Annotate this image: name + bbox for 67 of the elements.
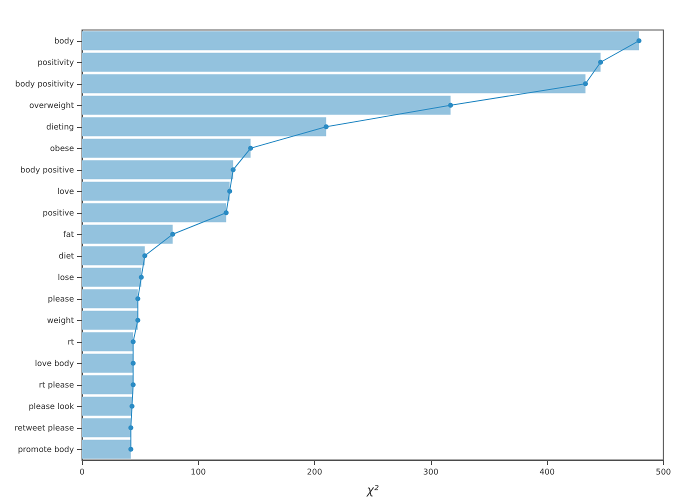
bar bbox=[82, 396, 132, 416]
bar bbox=[82, 332, 134, 352]
point bbox=[128, 425, 134, 430]
y-tick-label: please look bbox=[28, 402, 74, 411]
y-tick-label: obese bbox=[50, 144, 74, 153]
bar bbox=[82, 289, 138, 308]
y-tick-label: positive bbox=[42, 208, 74, 218]
bar bbox=[82, 268, 142, 287]
bar bbox=[82, 440, 131, 459]
bar bbox=[82, 52, 601, 72]
bar bbox=[82, 354, 134, 373]
point bbox=[636, 38, 642, 44]
x-tick-label: 300 bbox=[423, 468, 438, 476]
point bbox=[230, 167, 236, 172]
y-tick-label: overweight bbox=[29, 100, 74, 110]
y-tick-label: dieting bbox=[46, 122, 74, 132]
bar bbox=[82, 160, 234, 180]
y-tick-label: please bbox=[48, 294, 74, 304]
point bbox=[448, 102, 454, 108]
bar bbox=[82, 375, 134, 394]
point bbox=[142, 253, 148, 258]
point bbox=[224, 210, 229, 216]
y-tick-label: weight bbox=[47, 316, 74, 325]
x-tick-label: 400 bbox=[539, 468, 555, 476]
bar bbox=[82, 182, 230, 201]
x-tick-label: 500 bbox=[656, 468, 672, 476]
bar bbox=[82, 117, 326, 136]
y-tick-label: diet bbox=[58, 251, 74, 260]
x-tick-label: 0 bbox=[79, 468, 85, 476]
y-tick-label: rt please bbox=[38, 380, 74, 390]
bar bbox=[82, 203, 226, 222]
point bbox=[227, 188, 232, 194]
point bbox=[135, 296, 140, 302]
bar bbox=[82, 138, 251, 158]
point bbox=[324, 124, 329, 130]
y-tick-label: lose bbox=[58, 272, 74, 282]
point bbox=[582, 81, 588, 86]
bar bbox=[82, 31, 639, 50]
point bbox=[598, 60, 604, 65]
point bbox=[130, 382, 136, 388]
x-tick-label: 100 bbox=[190, 468, 206, 476]
point bbox=[130, 404, 134, 409]
point bbox=[128, 446, 134, 452]
bar bbox=[82, 310, 138, 330]
point bbox=[135, 318, 140, 323]
y-tick-label: retweet please bbox=[14, 423, 74, 432]
y-tick-label: promote body bbox=[18, 444, 74, 454]
bar bbox=[82, 224, 173, 244]
bar bbox=[82, 246, 145, 266]
point bbox=[248, 146, 254, 151]
y-tick-label: love bbox=[57, 186, 74, 196]
y-tick-label: positivity bbox=[37, 58, 74, 67]
point bbox=[170, 232, 176, 237]
y-tick-label: fat bbox=[63, 230, 74, 239]
bar bbox=[82, 418, 131, 438]
point bbox=[130, 360, 136, 366]
bar bbox=[82, 74, 586, 94]
y-tick-label: body positivity bbox=[15, 79, 74, 88]
y-tick-label: body positive bbox=[20, 165, 74, 174]
y-tick-label: body bbox=[54, 36, 74, 46]
point bbox=[130, 339, 136, 344]
x-axis-title: χ² bbox=[366, 483, 379, 497]
point bbox=[138, 274, 144, 280]
x-tick-label: 200 bbox=[306, 468, 322, 476]
bar bbox=[82, 96, 451, 115]
y-tick-label: rt bbox=[68, 337, 74, 346]
y-tick-label: love body bbox=[34, 358, 74, 368]
